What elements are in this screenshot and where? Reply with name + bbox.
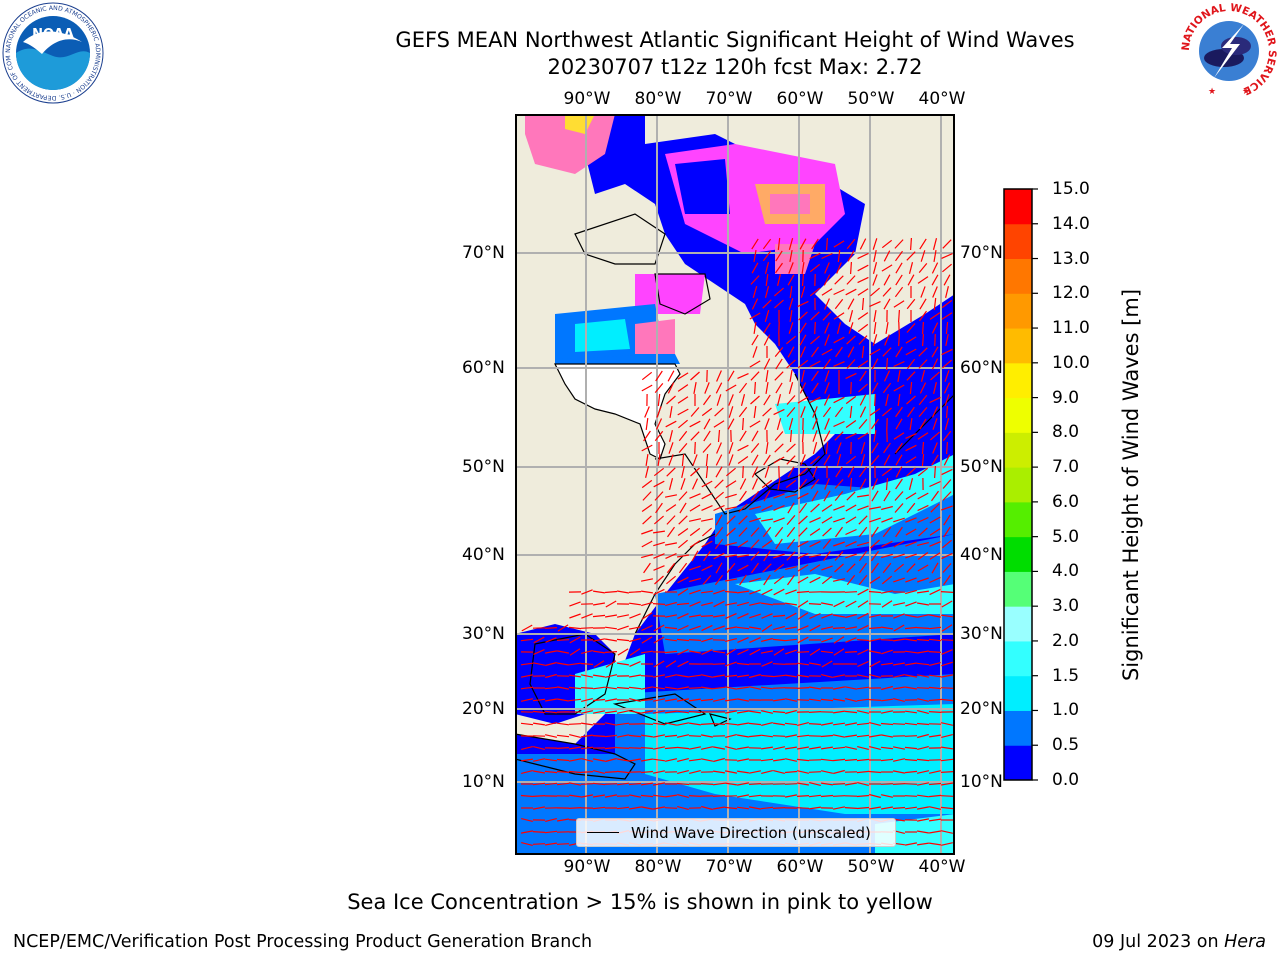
lat-label-right: 20°N <box>960 699 1003 719</box>
colorbar-segment <box>1004 223 1032 260</box>
grid-lines <box>515 114 955 855</box>
lon-label-top: 90°W <box>563 89 611 109</box>
colorbar-segment <box>1004 745 1032 781</box>
colorbar-tick-label: 6.0 <box>1052 491 1080 512</box>
nws-logo: NATIONAL WEATHER SERVICE ★ ★ <box>1179 1 1279 101</box>
colorbar-tick-label: 2.0 <box>1052 630 1080 651</box>
map-frame <box>515 114 955 855</box>
lat-label-left: 10°N <box>462 772 505 792</box>
lon-label-top: 80°W <box>634 89 682 109</box>
colorbar-segment <box>1004 258 1032 294</box>
colorbar-segment <box>1004 606 1032 642</box>
lon-label-bottom: 50°W <box>847 857 895 877</box>
colorbar-tick-label: 1.5 <box>1052 665 1080 686</box>
colorbar-segment <box>1004 536 1032 572</box>
colorbar-tick-label: 5.0 <box>1052 526 1080 547</box>
lon-label-top: 70°W <box>705 89 753 109</box>
lat-label-right: 30°N <box>960 624 1003 644</box>
colorbar-tick-label: 0.5 <box>1052 735 1080 756</box>
footer-date: 09 Jul 2023 on Hera <box>1092 932 1266 952</box>
colorbar-segment <box>1004 640 1032 677</box>
colorbar-segment <box>1004 362 1032 399</box>
lat-label-right: 60°N <box>960 358 1003 378</box>
ocean-layer <box>515 114 955 855</box>
lat-label-left: 60°N <box>462 358 505 378</box>
colorbar-tick-label: 8.0 <box>1052 422 1080 443</box>
lat-label-right: 70°N <box>960 243 1003 263</box>
svg-text:★: ★ <box>1242 87 1250 97</box>
colorbar-segment <box>1004 328 1032 364</box>
lat-label-left: 20°N <box>462 699 505 719</box>
footer-machine: Hera <box>1224 932 1266 952</box>
colorbar-segment <box>1004 189 1032 225</box>
map-panel <box>515 114 955 855</box>
colorbar-tick-label: 9.0 <box>1052 387 1080 408</box>
colorbar-tick-label: 1.0 <box>1052 700 1080 721</box>
colorbar-tick-label: 0.0 <box>1052 770 1080 790</box>
colorbar-segment <box>1004 710 1032 746</box>
lon-label-bottom: 40°W <box>918 857 966 877</box>
lon-label-top: 60°W <box>776 89 824 109</box>
lat-label-right: 10°N <box>960 772 1003 792</box>
legend-line-swatch <box>587 832 619 833</box>
lon-label-bottom: 60°W <box>776 857 824 877</box>
lon-label-bottom: 80°W <box>634 857 682 877</box>
colorbar-segment <box>1004 501 1032 538</box>
colorbar-tick-label: 11.0 <box>1052 318 1090 339</box>
lon-label-top: 50°W <box>847 89 895 109</box>
footer-credit: NCEP/EMC/Verification Post Processing Pr… <box>13 932 593 952</box>
noaa-logo-text: NOAA <box>32 27 74 42</box>
lon-label-bottom: 70°W <box>705 857 753 877</box>
colorbar-tick-label: 7.0 <box>1052 457 1080 478</box>
colorbar-tick-label: 12.0 <box>1052 283 1090 304</box>
colorbar-tick-label: 10.0 <box>1052 352 1090 373</box>
lat-label-left: 30°N <box>462 624 505 644</box>
lat-label-left: 70°N <box>462 243 505 263</box>
colorbar-segment <box>1004 675 1032 711</box>
chart-title: GEFS MEAN Northwest Atlantic Significant… <box>395 28 1075 52</box>
colorbar-segment <box>1004 397 1032 433</box>
colorbar-tick-label: 13.0 <box>1052 248 1090 269</box>
svg-text:★: ★ <box>1208 87 1216 97</box>
lon-label-top: 40°W <box>918 89 966 109</box>
noaa-logo: NATIONAL OCEANIC AND ATMOSPHERIC ADMINIS… <box>2 2 104 104</box>
colorbar-tick-label: 4.0 <box>1052 561 1080 582</box>
colorbar-frame <box>1003 188 1033 781</box>
colorbar-tick-label: 14.0 <box>1052 213 1090 234</box>
lat-label-left: 40°N <box>462 545 505 565</box>
colorbar-tick-label: 15.0 <box>1052 179 1090 199</box>
colorbar-segment <box>1004 571 1032 607</box>
colorbar-tick-label: 3.0 <box>1052 596 1080 617</box>
map-legend: Wind Wave Direction (unscaled) <box>576 818 896 847</box>
lat-label-left: 50°N <box>462 457 505 477</box>
footer-date-text: 09 Jul 2023 on <box>1092 932 1225 952</box>
colorbar-segment <box>1004 467 1032 503</box>
legend-label: Wind Wave Direction (unscaled) <box>631 823 871 842</box>
colorbar-label: Significant Height of Wind Waves [m] <box>1119 288 1143 682</box>
lat-label-right: 50°N <box>960 457 1003 477</box>
colorbar <box>1003 188 1038 781</box>
lon-label-bottom: 90°W <box>563 857 611 877</box>
colorbar-segment <box>1004 432 1032 468</box>
chart-subtitle: 20230707 t12z 120h fcst Max: 2.72 <box>547 55 923 79</box>
lat-label-right: 40°N <box>960 545 1003 565</box>
colorbar-segment <box>1004 293 1032 329</box>
sea-ice-note: Sea Ice Concentration > 15% is shown in … <box>347 890 933 914</box>
